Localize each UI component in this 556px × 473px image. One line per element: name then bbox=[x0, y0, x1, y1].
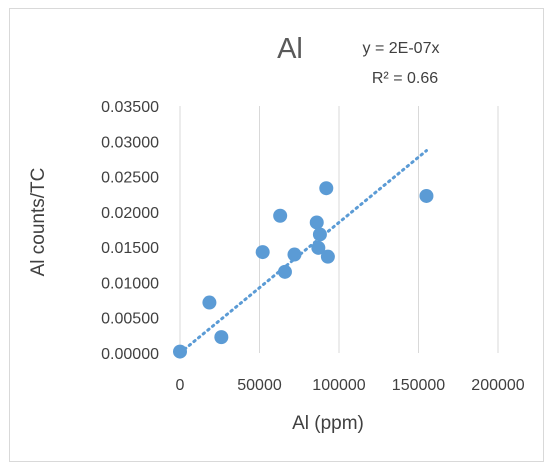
y-tick-label: 0.03500 bbox=[101, 99, 159, 116]
chart-title: Al bbox=[277, 33, 303, 65]
y-tick-label: 0.02500 bbox=[101, 170, 159, 187]
y-tick-label: 0.00000 bbox=[101, 346, 159, 363]
x-tick-label: 0 bbox=[176, 377, 185, 394]
data-point bbox=[273, 208, 288, 223]
y-axis-ticks: 0.00000 0.00500 0.01000 0.01500 0.02000 0.025… bbox=[101, 99, 159, 363]
x-tick-label: 100000 bbox=[312, 377, 365, 394]
trendline-group bbox=[178, 149, 428, 355]
x-tick-label: 150000 bbox=[392, 377, 445, 394]
gridlines bbox=[179, 106, 499, 353]
y-axis-title: Al counts/TC bbox=[28, 168, 49, 277]
trendline bbox=[178, 149, 428, 355]
data-point bbox=[312, 227, 327, 242]
data-point bbox=[320, 249, 335, 264]
data-point bbox=[214, 330, 229, 345]
y-tick-label: 0.01500 bbox=[101, 240, 159, 257]
x-tick-label: 200000 bbox=[471, 377, 524, 394]
x-tick-label: 50000 bbox=[237, 377, 282, 394]
trendline-equation: y = 2E-07x bbox=[363, 40, 440, 57]
data-point bbox=[173, 344, 187, 359]
y-tick-label: 0.01000 bbox=[101, 275, 159, 292]
data-point bbox=[419, 188, 434, 203]
y-tick-label: 0.03000 bbox=[101, 134, 159, 151]
x-axis-title: Al (ppm) bbox=[292, 413, 364, 434]
data-point bbox=[255, 245, 270, 260]
data-point bbox=[319, 181, 334, 196]
y-tick-label: 0.02000 bbox=[101, 205, 159, 222]
x-axis-ticks: 0 50000 100000 150000 200000 bbox=[176, 377, 525, 394]
chart-area bbox=[9, 8, 544, 462]
data-points bbox=[173, 181, 434, 359]
y-tick-label: 0.00500 bbox=[101, 311, 159, 328]
data-point bbox=[202, 295, 217, 310]
data-point bbox=[309, 215, 324, 230]
data-point bbox=[311, 240, 326, 255]
data-point bbox=[287, 247, 302, 262]
data-point bbox=[277, 264, 292, 279]
trendline-r-squared: R² = 0.66 bbox=[372, 70, 438, 87]
